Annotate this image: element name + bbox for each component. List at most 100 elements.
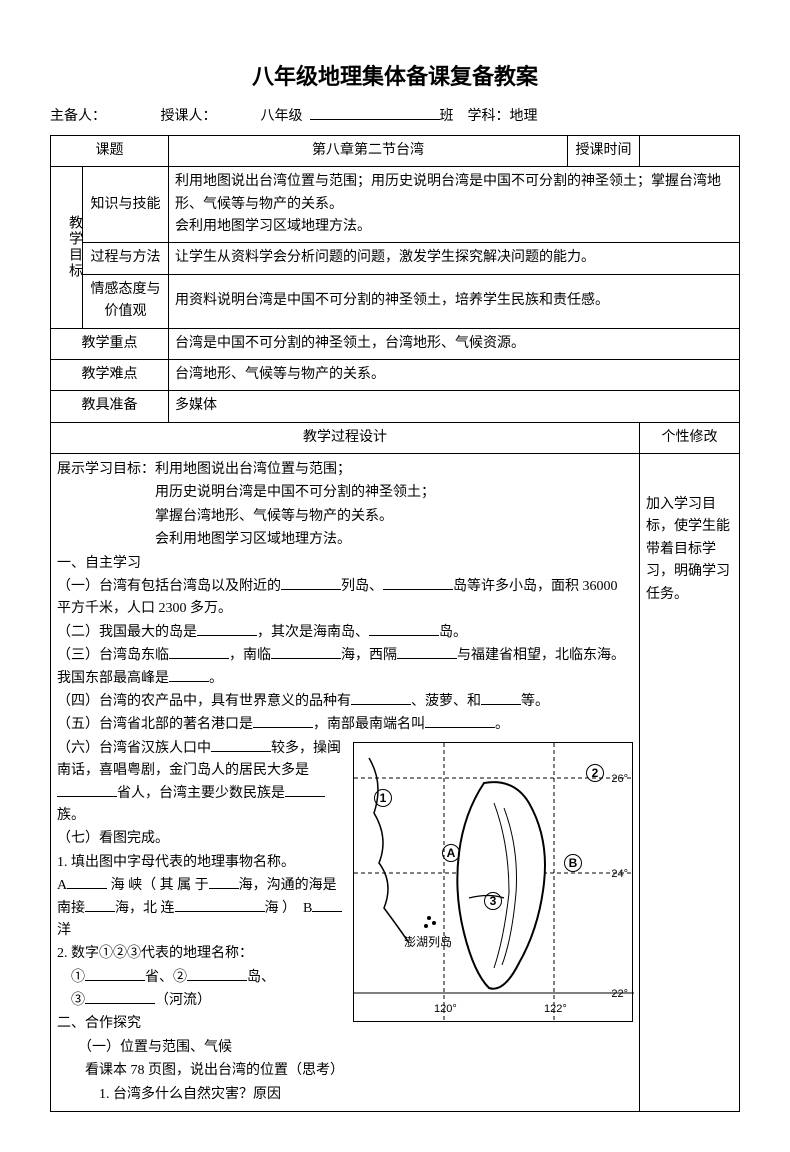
- revise-label: 个性修改: [640, 422, 740, 453]
- blank[interactable]: [351, 691, 411, 705]
- sec2-1: （一）位置与范围、气候: [57, 1037, 633, 1059]
- blank[interactable]: [369, 622, 439, 636]
- lesson-time-cell[interactable]: [640, 135, 740, 166]
- q3c: 海，西隔: [341, 648, 397, 663]
- q7-1d: 海，北 连: [115, 901, 175, 916]
- goal-line-0: 利用地图说出台湾位置与范围；: [155, 462, 351, 477]
- map-c3: 3: [484, 891, 502, 912]
- class-blank[interactable]: [310, 103, 440, 120]
- blank[interactable]: [481, 691, 521, 705]
- sec2-1b-text: 1. 台湾多什么自然灾害？原因: [99, 1087, 281, 1102]
- topic-label: 课题: [51, 135, 169, 166]
- blank[interactable]: [169, 668, 209, 682]
- q3a: （三）台湾岛东临: [57, 648, 169, 663]
- keypoint-label: 教学重点: [51, 328, 169, 359]
- q1a: （一）台湾有包括台湾岛以及附近的: [57, 579, 281, 594]
- blank[interactable]: [397, 645, 457, 659]
- blank[interactable]: [253, 714, 313, 728]
- lon120: 120°: [434, 1001, 457, 1019]
- show-goal-label: 展示学习目标：: [57, 462, 155, 477]
- sec2-1a: 看课本 78 页图，说出台湾的位置（思考）: [57, 1060, 633, 1082]
- q7-2c: 岛、: [247, 970, 275, 985]
- blank[interactable]: [197, 622, 257, 636]
- blank[interactable]: [85, 898, 115, 912]
- goal2-text: 让学生从资料学会分析问题的问题，激发学生探究解决问题的能力。: [169, 243, 740, 274]
- lon122: 122°: [544, 1001, 567, 1019]
- q2: （二）我国最大的岛是 ，其次是海南岛、 岛。: [57, 622, 633, 644]
- q7-1b: 海 峡（ 其 属 于: [111, 878, 209, 893]
- sec2-1-text: （一）位置与范围、气候: [85, 1040, 232, 1055]
- difficulty-label: 教学难点: [51, 359, 169, 390]
- blank[interactable]: [281, 576, 341, 590]
- q6d: 族。: [57, 808, 85, 823]
- q4b: 、菠萝、和: [411, 694, 481, 709]
- lat22: 22°: [611, 986, 628, 1004]
- blank[interactable]: [85, 990, 155, 1004]
- difficulty-text: 台湾地形、气候等与物产的关系。: [169, 359, 740, 390]
- goal-line-1: 用历史说明台湾是中国不可分割的神圣领土；: [57, 482, 633, 504]
- circle-2: 2: [586, 764, 604, 782]
- q4a: （四）台湾的农产品中，具有世界意义的品种有: [57, 694, 351, 709]
- blank[interactable]: [383, 576, 453, 590]
- goal2-label: 过程与方法: [83, 243, 169, 274]
- taiwan-map: 1 2 3 A B 澎湖列岛 120° 122° 22° 24° 26°: [353, 742, 633, 1022]
- lat26: 26°: [611, 771, 628, 789]
- map-B: B: [564, 853, 582, 874]
- blank[interactable]: [285, 783, 325, 797]
- q5c: 。: [495, 717, 509, 732]
- info-row: 主备人： 授课人： 八年级 班 学科： 地理: [50, 103, 740, 127]
- sec2-1a-text: 看课本 78 页图，说出台湾的位置（思考）: [85, 1063, 344, 1078]
- q1b: 列岛、: [341, 579, 383, 594]
- blank[interactable]: [85, 967, 145, 981]
- q7-2e: （河流）: [155, 993, 211, 1008]
- q3b: ，南临: [229, 648, 271, 663]
- map-svg: [354, 743, 634, 1023]
- goal1-label: 知识与技能: [83, 167, 169, 243]
- q5b: ，南部最南端名叫: [313, 717, 425, 732]
- tools-text: 多媒体: [169, 391, 740, 422]
- class-suffix: 班: [440, 106, 454, 127]
- blank[interactable]: [67, 875, 107, 889]
- q5: （五）台湾省北部的著名港口是，南部最南端名叫。: [57, 714, 633, 736]
- q2c: 岛。: [439, 625, 467, 640]
- blank[interactable]: [175, 898, 265, 912]
- process-cell: 展示学习目标：利用地图说出台湾位置与范围； 用历史说明台湾是中国不可分割的神圣领…: [51, 454, 640, 1112]
- blank[interactable]: [209, 875, 239, 889]
- q4c: 等。: [521, 694, 549, 709]
- subject-label: 学科：: [468, 106, 510, 127]
- map-c2: 2: [586, 763, 604, 784]
- process-content: 展示学习目标：利用地图说出台湾位置与范围； 用历史说明台湾是中国不可分割的神圣领…: [57, 459, 633, 1106]
- circle-B: B: [564, 854, 582, 872]
- keypoint-text: 台湾是中国不可分割的神圣领土，台湾地形、气候资源。: [169, 328, 740, 359]
- lat24: 24°: [611, 866, 628, 884]
- q7-1e: 海 ） B: [265, 901, 313, 916]
- goal-line-2: 掌握台湾地形、气候等与物产的关系。: [57, 506, 633, 528]
- goal3-label: 情感态度与价值观: [83, 274, 169, 328]
- blank[interactable]: [312, 898, 342, 912]
- blank[interactable]: [187, 967, 247, 981]
- map-A: A: [442, 843, 460, 864]
- map-c1: 1: [374, 788, 392, 809]
- page-title: 八年级地理集体备课复备教案: [50, 60, 740, 93]
- q7-2d: ③: [71, 993, 85, 1008]
- q4: （四）台湾的农产品中，具有世界意义的品种有 、菠萝、和 等。: [57, 691, 633, 713]
- q7-2b: 省、②: [145, 970, 187, 985]
- q6a: （六）台湾省汉族人口中: [57, 741, 211, 756]
- blank[interactable]: [271, 645, 341, 659]
- goals-vlabel: 教学目标: [51, 167, 83, 328]
- blank[interactable]: [425, 714, 495, 728]
- blank[interactable]: [211, 738, 271, 752]
- q7-1f: 洋: [57, 923, 71, 938]
- q3: （三）台湾岛东临，南临海，西隔与福建省相望，北临东海。我国东部最高峰是。: [57, 645, 633, 690]
- circle-1: 1: [374, 789, 392, 807]
- q6c: 省人，台湾主要少数民族是: [117, 786, 285, 801]
- blank[interactable]: [57, 783, 117, 797]
- sec2-1b: 1. 台湾多什么自然灾害？原因: [57, 1084, 633, 1106]
- presider-label: 主备人：: [50, 106, 106, 127]
- q2b: ，其次是海南岛、: [257, 625, 369, 640]
- goals-vlabel-text: 教学目标: [57, 215, 85, 279]
- blank[interactable]: [169, 645, 229, 659]
- circle-A: A: [442, 844, 460, 862]
- goal1-text: 利用地图说出台湾位置与范围；用历史说明台湾是中国不可分割的神圣领土；掌握台湾地形…: [169, 167, 740, 243]
- q2a: （二）我国最大的岛是: [57, 625, 197, 640]
